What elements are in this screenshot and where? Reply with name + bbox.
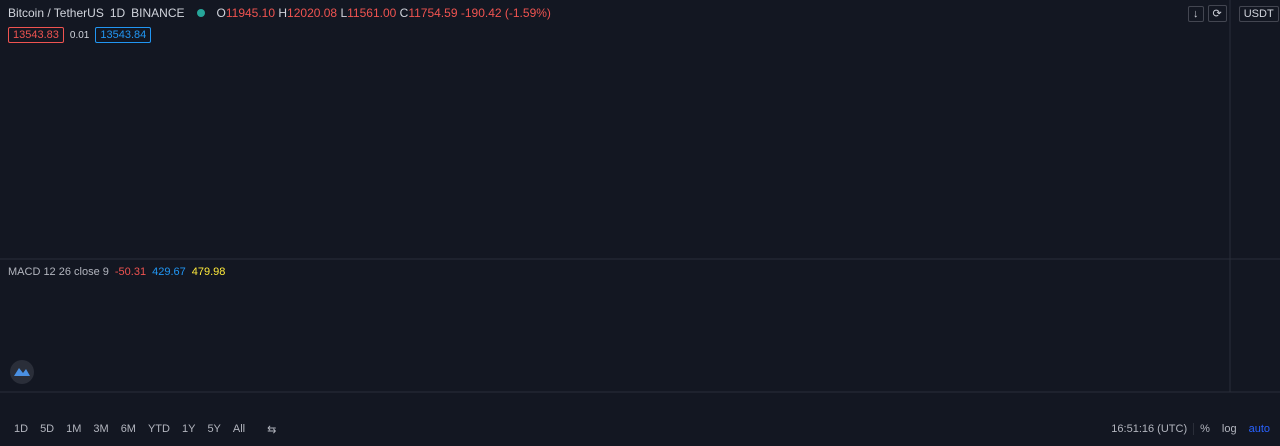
range-button[interactable]: 1D — [14, 423, 29, 435]
range-button[interactable]: 6M — [120, 423, 136, 435]
range-button[interactable]: 1Y — [181, 423, 196, 435]
scale-option[interactable]: log — [1221, 423, 1237, 435]
top-right-controls: ↓ ⟳ USDT — [1188, 5, 1279, 22]
ohlc: O 11945.10 H 12020.08 L 11561.00 C 11754.59 … — [217, 6, 551, 20]
range-buttons: 1D 5D 1M 3M 6M YTD 1Y 5Y All — [0, 423, 251, 435]
range-button[interactable]: 3M — [93, 423, 109, 435]
ohlc-letter: H — [278, 6, 288, 20]
ohlc-value: 11945.10 — [225, 6, 276, 20]
scale-options: % log auto — [1194, 423, 1280, 435]
trade-panel: 13543.83 0.01 13543.84 — [8, 27, 152, 43]
sell-button[interactable]: 13543.83 — [8, 27, 64, 43]
change: -190.42 — [460, 6, 502, 20]
change-pct: (-1.59%) — [504, 6, 551, 20]
symbol-title[interactable]: Bitcoin / TetherUS — [8, 6, 104, 20]
range-button[interactable]: All — [232, 423, 246, 435]
reset-button[interactable]: ⟳ — [1207, 5, 1227, 22]
chart-canvas — [0, 0, 1280, 393]
scroll-button[interactable]: ↓ — [1188, 5, 1204, 22]
spread: 0.01 — [69, 29, 90, 41]
scale-option[interactable]: % — [1200, 423, 1210, 435]
exchange: BINANCE — [131, 6, 185, 20]
clock[interactable]: 16:51:16 (UTC) — [1105, 423, 1195, 435]
legend-value: 479.98 — [191, 266, 226, 278]
legend-value: 429.67 — [152, 266, 186, 278]
logo-icon — [14, 368, 30, 376]
ohlc-value: 11561.00 — [347, 6, 397, 20]
ohlc-value: 11754.59 — [408, 6, 458, 20]
ohlc-letter: C — [399, 6, 409, 20]
goto-icon[interactable]: ⇆ — [267, 423, 277, 436]
scale-option[interactable]: auto — [1248, 423, 1270, 435]
range-button[interactable]: 1M — [66, 423, 82, 435]
ohlc-value: 12020.08 — [287, 6, 338, 20]
ohlc-letter: O — [216, 6, 226, 20]
interval[interactable]: 1D — [109, 6, 126, 20]
indicator-title[interactable]: MACD 12 26 close 9 — [8, 266, 109, 278]
symbol-header: Bitcoin / TetherUS 1D BINANCE O 11945.10 … — [8, 4, 551, 22]
ohlc-letter: L — [340, 6, 348, 20]
legend-value: -50.31 — [114, 266, 147, 278]
range-button[interactable]: 5Y — [207, 423, 221, 435]
range-button[interactable]: 5D — [40, 423, 55, 435]
buy-button[interactable]: 13543.84 — [95, 27, 152, 43]
bottom-toolbar: 1D 5D 1M 3M 6M YTD 1Y 5Y All ⇆ 16:51:16 (UTC) % l… — [0, 412, 1280, 446]
currency[interactable]: USDT — [1238, 5, 1279, 22]
market-status — [196, 9, 205, 17]
range-button[interactable]: YTD — [147, 423, 170, 435]
macd-legend: MACD 12 26 close 9 -50.31 429.67 479.98 — [8, 266, 225, 278]
